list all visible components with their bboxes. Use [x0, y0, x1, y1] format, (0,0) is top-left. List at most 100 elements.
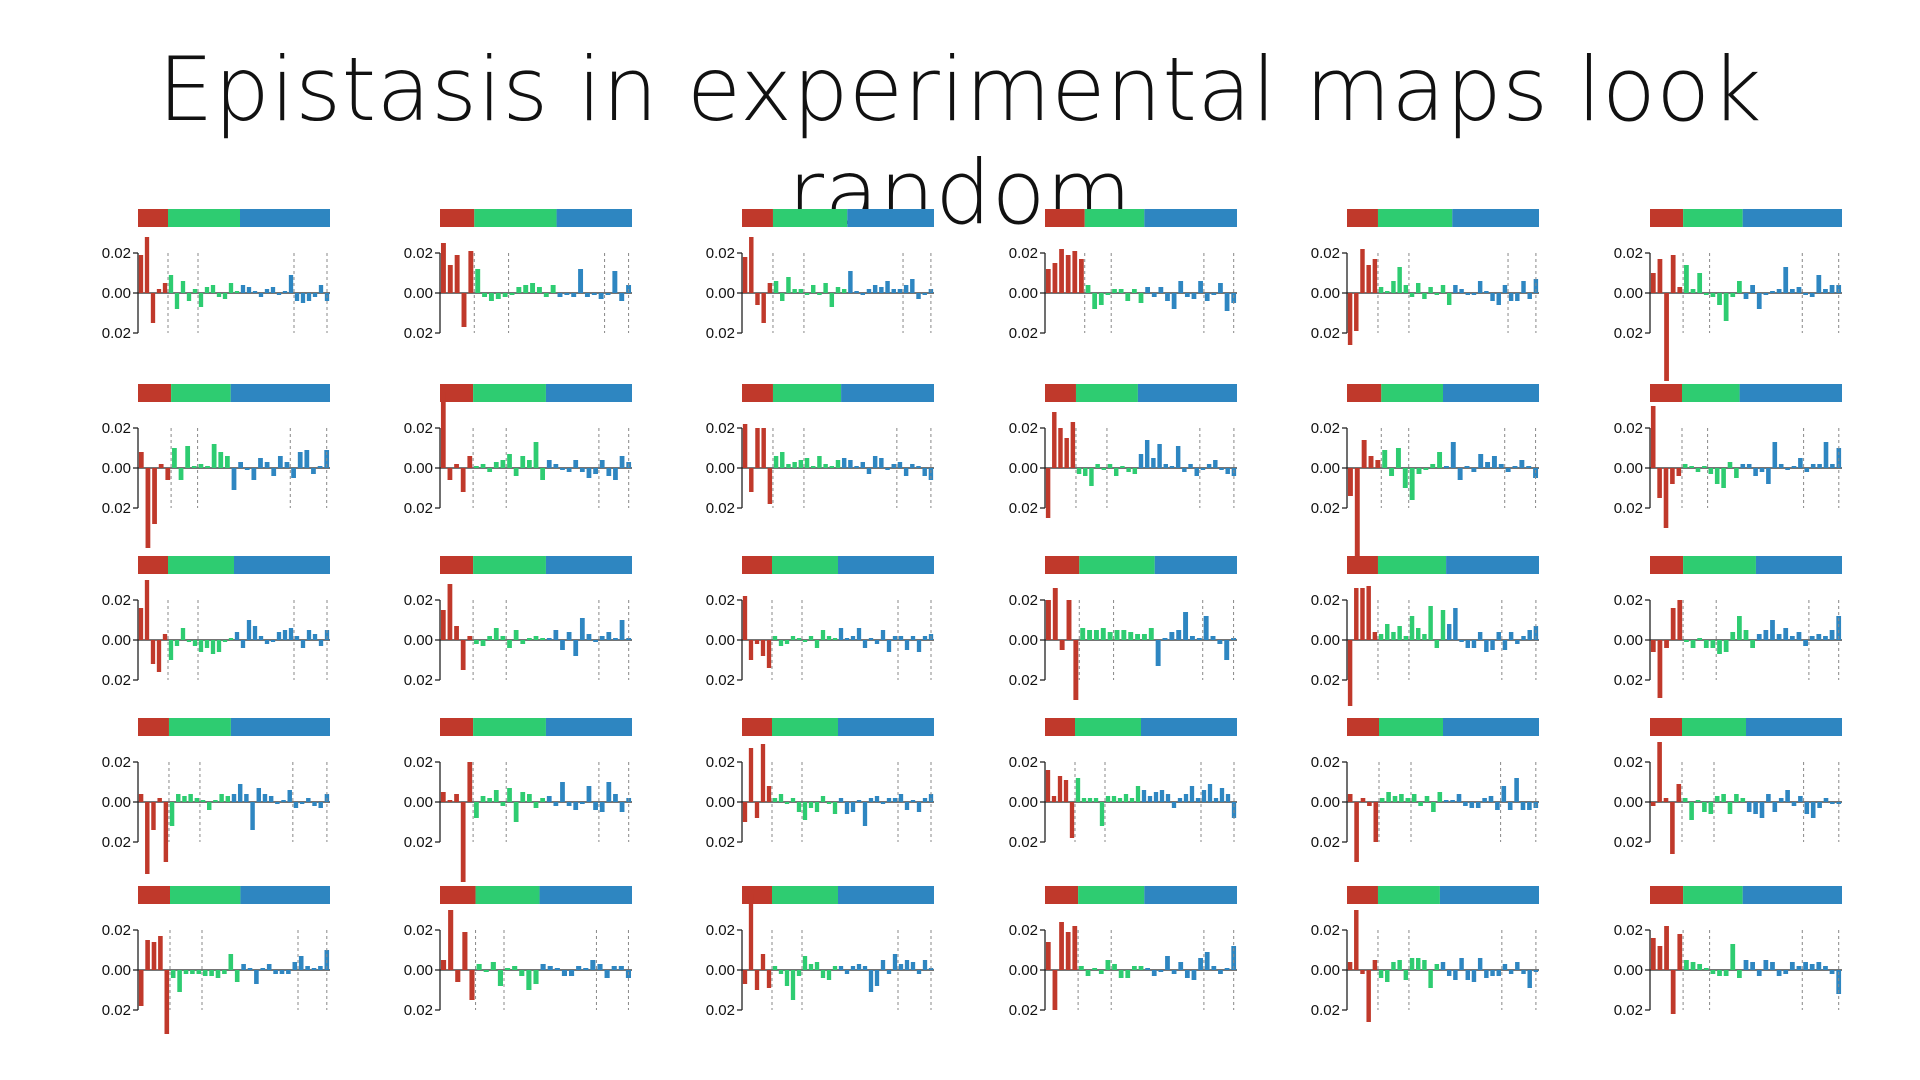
bar — [1385, 624, 1390, 640]
bar — [460, 468, 466, 492]
bar — [1117, 798, 1123, 802]
bar — [540, 638, 546, 640]
bar — [886, 798, 892, 802]
bar — [1415, 283, 1421, 293]
bar — [1151, 458, 1156, 468]
bar — [922, 293, 927, 295]
bar — [826, 636, 832, 640]
bar — [244, 468, 250, 470]
bar — [1512, 466, 1518, 468]
bar — [1710, 293, 1716, 297]
bar — [1670, 468, 1675, 484]
bar — [483, 970, 489, 972]
bar — [185, 446, 191, 468]
bar — [1378, 634, 1384, 640]
bar — [860, 293, 866, 295]
bar — [1347, 293, 1353, 345]
order-bar-segment — [1650, 556, 1684, 574]
y-tick-label: 0.02 — [1311, 672, 1340, 689]
bar — [1354, 910, 1359, 970]
order-bar-segment — [138, 384, 172, 402]
bar — [1714, 468, 1720, 484]
bar — [222, 640, 228, 642]
bar — [1052, 263, 1058, 293]
y-tick-label: 0.02 — [706, 325, 735, 342]
y-tick-label: 0.02 — [1009, 245, 1038, 262]
bar — [1657, 640, 1663, 698]
bar — [1360, 970, 1365, 974]
bar — [1059, 249, 1064, 293]
bar — [151, 942, 157, 970]
y-tick-label: 0.00 — [706, 962, 735, 979]
bar — [1756, 293, 1762, 309]
bar — [1753, 802, 1758, 814]
bar — [318, 285, 324, 293]
bar — [1224, 968, 1230, 970]
bar — [1770, 291, 1775, 293]
bar — [1730, 293, 1736, 297]
bar — [1670, 608, 1676, 640]
order-bar-segment — [1377, 556, 1447, 574]
bar — [138, 608, 144, 640]
bar — [165, 468, 171, 480]
order-bar-segment — [1377, 886, 1440, 904]
bar — [1131, 966, 1137, 970]
bar — [1650, 640, 1656, 652]
bar — [1446, 970, 1452, 976]
bar — [1475, 802, 1481, 808]
bar — [916, 970, 922, 974]
bar — [1471, 468, 1477, 472]
order-bar-segment — [545, 718, 632, 736]
epistasis-panel-14: 0.02 0.00 0.02 — [404, 556, 632, 689]
bar — [1515, 962, 1520, 970]
bar — [1409, 958, 1415, 970]
bar — [798, 289, 804, 293]
bar — [1112, 964, 1117, 970]
bar — [1434, 640, 1440, 648]
bar — [507, 454, 512, 468]
bar — [829, 466, 835, 468]
bar — [455, 970, 461, 982]
bar — [910, 800, 916, 802]
bar — [904, 960, 910, 970]
bar — [513, 630, 519, 640]
bar — [1105, 293, 1111, 295]
bar — [170, 970, 176, 978]
bar — [885, 281, 890, 293]
bar — [1783, 970, 1789, 974]
bar — [1191, 970, 1197, 980]
bar — [1682, 798, 1688, 802]
y-tick-label: 0.02 — [1614, 420, 1643, 437]
y-tick-label: 0.00 — [706, 285, 735, 302]
bar — [586, 786, 592, 802]
bar — [1484, 291, 1489, 293]
bar — [500, 636, 506, 640]
bar — [150, 293, 156, 323]
bar — [826, 802, 832, 804]
bar — [279, 970, 285, 974]
bar — [1366, 970, 1371, 1022]
bar — [1138, 454, 1144, 468]
bar — [1453, 285, 1458, 293]
bar — [1099, 802, 1105, 826]
bar — [1058, 428, 1063, 468]
bar — [1657, 742, 1662, 802]
bar — [1759, 468, 1765, 472]
bar — [1830, 464, 1835, 468]
epistasis-panel-27: 0.02 0.00 0.02 — [706, 886, 934, 1019]
bar — [1128, 632, 1134, 640]
bar — [1224, 293, 1230, 311]
bar — [778, 970, 784, 974]
bar — [599, 636, 605, 640]
bar — [1798, 458, 1803, 468]
bar — [526, 460, 532, 468]
bar — [178, 468, 184, 480]
order-bar-segment — [1075, 384, 1138, 402]
bar — [210, 285, 216, 293]
bar — [1796, 287, 1802, 293]
bar — [190, 970, 195, 974]
bar — [1750, 640, 1756, 648]
bar — [440, 392, 446, 468]
bar — [897, 462, 903, 468]
bar — [1145, 968, 1151, 970]
